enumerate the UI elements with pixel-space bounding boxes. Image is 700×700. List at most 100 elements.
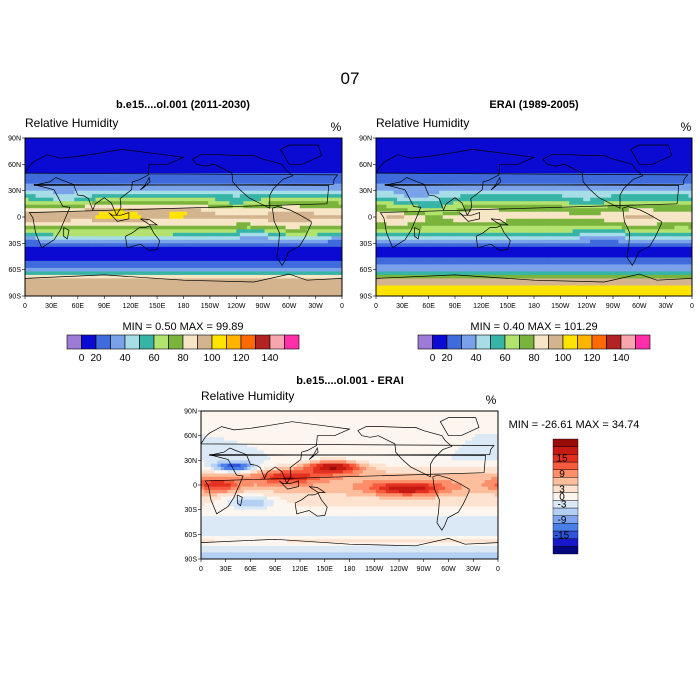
contour-cell bbox=[123, 229, 128, 234]
contour-cell bbox=[250, 218, 255, 223]
contour-cell bbox=[60, 176, 65, 181]
contour-cell bbox=[428, 166, 433, 170]
contour-cell bbox=[264, 215, 269, 220]
contour-cell bbox=[404, 145, 408, 149]
contour-cell bbox=[282, 246, 287, 251]
contour-cell bbox=[688, 155, 692, 160]
contour-cell bbox=[63, 152, 68, 156]
contour-cell bbox=[148, 201, 153, 206]
contour-cell bbox=[151, 274, 156, 279]
contour-cell bbox=[618, 145, 623, 149]
contour-cell bbox=[243, 162, 248, 167]
contour-cell bbox=[289, 176, 294, 181]
contour-cell bbox=[282, 204, 287, 209]
contour-cell bbox=[155, 141, 160, 146]
contour-cell bbox=[130, 246, 135, 251]
contour-cell bbox=[268, 257, 272, 262]
contour-cell bbox=[28, 190, 33, 195]
contour-cell bbox=[98, 194, 103, 199]
contour-cell bbox=[642, 166, 647, 170]
contour-cell bbox=[526, 162, 531, 167]
colorbar-box bbox=[153, 334, 169, 350]
contour-cell bbox=[187, 166, 191, 170]
contour-cell bbox=[183, 246, 188, 251]
contour-cell bbox=[165, 141, 170, 146]
contour-cell bbox=[292, 285, 297, 290]
contour-cell bbox=[88, 243, 93, 248]
contour-cell bbox=[46, 159, 51, 163]
contour-cell bbox=[320, 257, 325, 262]
contour-cell bbox=[84, 183, 89, 188]
contour-cell bbox=[572, 162, 577, 167]
contour-cell bbox=[310, 155, 315, 160]
contour-cell bbox=[183, 194, 188, 199]
contour-cell bbox=[243, 281, 248, 286]
contour-cell bbox=[278, 194, 283, 199]
contour-cell bbox=[102, 225, 107, 230]
contour-cell bbox=[303, 152, 308, 156]
contour-cell bbox=[512, 155, 517, 160]
contour-cell bbox=[158, 264, 163, 269]
contour-cell bbox=[282, 169, 287, 174]
contour-cell bbox=[338, 236, 342, 241]
contour-cell bbox=[222, 176, 227, 181]
contour-cell bbox=[197, 236, 202, 241]
contour-cell bbox=[285, 148, 290, 153]
contour-cell bbox=[338, 253, 342, 258]
contour-cell bbox=[222, 201, 227, 206]
contour-cell bbox=[338, 250, 342, 255]
contour-cell bbox=[25, 222, 29, 227]
contour-cell bbox=[243, 145, 248, 149]
contour-cell bbox=[158, 253, 163, 258]
contour-cell bbox=[42, 141, 47, 146]
panel-title: ERAI (1989-2005) bbox=[489, 99, 579, 111]
contour-cell bbox=[296, 292, 301, 296]
contour-cell bbox=[421, 166, 426, 170]
contour-cell bbox=[331, 285, 336, 290]
contour-cell bbox=[411, 162, 416, 167]
contour-cell bbox=[236, 166, 241, 170]
contour-cell bbox=[204, 197, 209, 202]
contour-cell bbox=[137, 194, 142, 199]
contour-cell bbox=[116, 201, 121, 206]
contour-cell bbox=[289, 201, 294, 206]
contour-cell bbox=[169, 229, 174, 234]
contour-cell bbox=[376, 166, 380, 170]
contour-cell bbox=[137, 187, 142, 192]
contour-cell bbox=[91, 166, 96, 170]
contour-cell bbox=[338, 225, 342, 230]
contour-cell bbox=[306, 229, 311, 234]
contour-cell bbox=[74, 253, 79, 258]
contour-cell bbox=[106, 274, 110, 279]
contour-cell bbox=[46, 239, 51, 244]
contour-cell bbox=[53, 204, 58, 209]
contour-cell bbox=[144, 257, 149, 262]
contour-cell bbox=[275, 145, 279, 149]
contour-cell bbox=[526, 152, 531, 156]
contour-cell bbox=[141, 180, 146, 185]
contour-cell bbox=[28, 260, 33, 265]
contour-cell bbox=[296, 208, 301, 213]
contour-cell bbox=[28, 246, 33, 251]
contour-cell bbox=[116, 225, 121, 230]
contour-cell bbox=[516, 141, 521, 146]
contour-cell bbox=[123, 173, 128, 178]
contour-cell bbox=[148, 166, 153, 170]
contour-cell bbox=[211, 222, 216, 227]
contour-cell bbox=[246, 250, 251, 255]
contour-cell bbox=[98, 166, 103, 170]
contour-cell bbox=[74, 243, 79, 248]
contour-cell bbox=[46, 152, 51, 156]
contour-cell bbox=[208, 260, 213, 265]
contour-cell bbox=[519, 152, 524, 156]
contour-cell bbox=[102, 271, 107, 276]
contour-cell bbox=[232, 173, 237, 178]
contour-cell bbox=[296, 197, 301, 202]
contour-cell bbox=[495, 145, 500, 149]
contour-cell bbox=[176, 211, 181, 216]
contour-cell bbox=[299, 232, 304, 237]
contour-cell bbox=[74, 145, 79, 149]
contour-cell bbox=[393, 166, 398, 170]
contour-cell bbox=[383, 145, 387, 149]
contour-cell bbox=[134, 253, 139, 258]
